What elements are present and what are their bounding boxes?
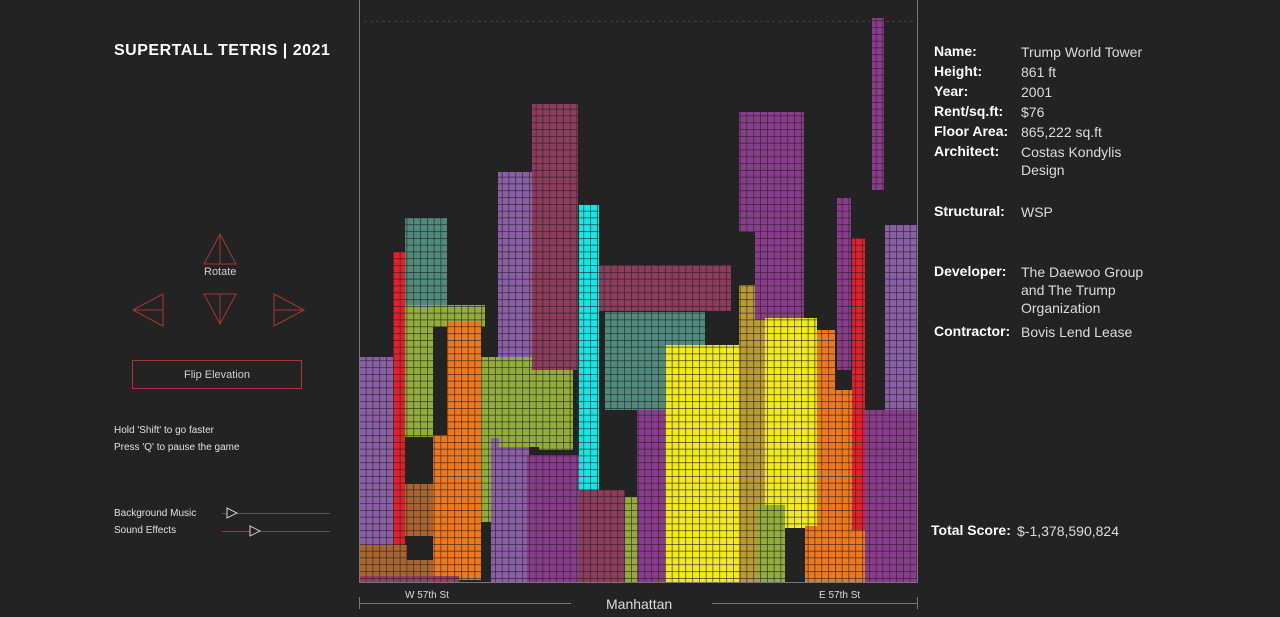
triangle-down-icon[interactable] <box>202 292 238 326</box>
triangle-right-icon[interactable] <box>272 292 306 328</box>
score-panel: Total Score: $-1,378,590,824 <box>931 522 1231 542</box>
height-value: 861 ft <box>1021 64 1057 80</box>
street-west: W 57th St <box>405 590 449 601</box>
total-score-value: $-1,378,590,824 <box>1017 523 1119 539</box>
floor-area-key: Floor Area: <box>934 123 1009 139</box>
game-title: SUPERTALL TETRIS | 2021 <box>114 42 331 59</box>
structural-key: Structural: <box>934 203 1005 219</box>
architect-key: Architect: <box>934 143 1000 159</box>
name-value: Trump World Tower <box>1021 44 1143 60</box>
street-line-right <box>712 603 918 604</box>
developer-value: The Daewoo Group and The Trump Organizat… <box>1021 264 1144 316</box>
background-music-label: Background Music <box>114 508 197 519</box>
triangle-up-icon[interactable] <box>202 232 238 266</box>
hint-faster: Hold 'Shift' to go faster <box>114 425 214 436</box>
background-music-slider[interactable] <box>222 513 330 514</box>
developer-key: Developer: <box>934 263 1007 279</box>
street-center: Manhattan <box>606 596 673 612</box>
sound-effects-slider[interactable] <box>222 531 330 532</box>
sound-effects-label: Sound Effects <box>114 525 177 536</box>
height-key: Height: <box>934 63 983 79</box>
rent-value: $76 <box>1021 104 1045 120</box>
name-key: Name: <box>934 43 977 59</box>
contractor-value: Bovis Lend Lease <box>1021 324 1133 340</box>
sound-effects-slider-fill <box>222 531 252 532</box>
building-info-panel: Name: Trump World Tower Height: 861 ft Y… <box>934 43 1234 363</box>
hint-pause: Press 'Q' to pause the game <box>114 442 240 453</box>
architect-value: Costas Kondylis Design <box>1021 144 1122 178</box>
year-key: Year: <box>934 83 969 99</box>
street-east: E 57th St <box>819 590 861 601</box>
effects-slider-handle-icon[interactable] <box>249 525 261 537</box>
rotate-label: Rotate <box>204 266 237 278</box>
street-line-left <box>359 603 571 604</box>
flip-elevation-button[interactable]: Flip Elevation <box>132 360 302 389</box>
music-slider-handle-icon[interactable] <box>226 507 238 519</box>
street-tick-right <box>917 597 918 609</box>
rent-key: Rent/sq.ft: <box>934 103 1004 119</box>
floor-area-value: 865,222 sq.ft <box>1021 124 1102 140</box>
street-tick-left <box>359 597 360 609</box>
structural-value: WSP <box>1021 204 1053 220</box>
year-value: 2001 <box>1021 84 1053 100</box>
contractor-key: Contractor: <box>934 323 1011 339</box>
total-score-label: Total Score: <box>931 522 1011 538</box>
triangle-left-icon[interactable] <box>131 292 165 328</box>
board-grid-overlay <box>359 0 918 583</box>
game-board <box>359 0 918 583</box>
